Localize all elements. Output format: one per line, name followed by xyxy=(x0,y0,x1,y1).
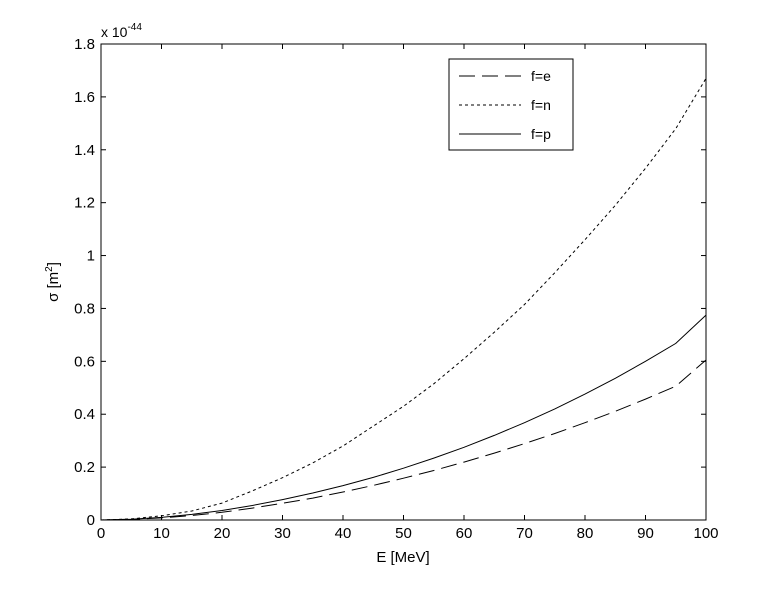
y-tick-label: 1.4 xyxy=(74,142,95,159)
x-tick-label: 0 xyxy=(97,525,105,542)
y-tick-label: 0.4 xyxy=(74,406,95,423)
legend-label-f=p: f=p xyxy=(531,126,551,142)
x-tick-label: 70 xyxy=(516,525,533,542)
series-line-f=e xyxy=(100,359,707,521)
x-tick-label: 90 xyxy=(637,525,654,542)
legend-box xyxy=(448,58,574,151)
y-axis-label-end: ] xyxy=(45,262,62,266)
x-tick-label: 40 xyxy=(335,525,352,542)
x-tick-label: 10 xyxy=(153,525,170,542)
y-tick-label: 1.8 xyxy=(74,36,95,53)
x-axis-label: E [MeV] xyxy=(376,549,429,566)
y-multiplier-exponent: -44 xyxy=(127,22,142,33)
x-tick-label: 80 xyxy=(577,525,594,542)
x-tick-label: 100 xyxy=(693,525,718,542)
x-tick-label: 20 xyxy=(214,525,231,542)
legend-label-f=n: f=n xyxy=(531,97,551,113)
y-axis-label-superscript: 2 xyxy=(44,266,55,272)
y-tick-label: 0.8 xyxy=(74,300,95,317)
y-tick-label: 0.2 xyxy=(74,459,95,476)
x-tick-label: 60 xyxy=(456,525,473,542)
x-tick-label: 50 xyxy=(395,525,412,542)
y-multiplier: x 10-44 xyxy=(101,22,142,40)
legend-label-f=e: f=e xyxy=(531,68,551,84)
y-tick-label: 0.6 xyxy=(74,353,95,370)
series-line-f=p xyxy=(100,314,707,521)
x-tick-label: 30 xyxy=(274,525,291,542)
y-tick-label: 1 xyxy=(87,248,95,265)
y-tick-label: 0 xyxy=(87,512,95,529)
y-tick-label: 1.2 xyxy=(74,195,95,212)
y-tick-label: 1.6 xyxy=(74,89,95,106)
plot-area xyxy=(100,43,707,521)
y-axis-label: σ [m2] xyxy=(44,262,62,302)
series-line-f=n xyxy=(100,78,707,521)
